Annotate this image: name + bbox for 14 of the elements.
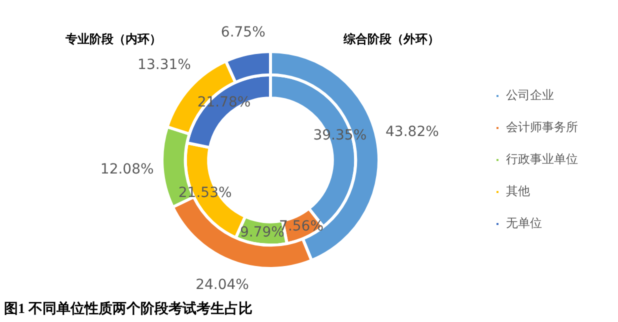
data-label: 6.75%	[220, 24, 266, 41]
data-label: 43.82%	[386, 124, 439, 140]
legend-label: 会计师事务所	[506, 120, 578, 134]
text: 综合阶段（外环）	[342, 32, 440, 46]
legend-label: 其他	[506, 184, 530, 198]
legend-label: 行政事业单位	[506, 152, 578, 166]
data-label: 13.31%	[138, 56, 191, 73]
data-label: 12.08%	[100, 162, 154, 178]
text: 专业阶段（内环）	[64, 32, 162, 46]
caption: 图1 不同单位性质两个阶段考试考生占比	[4, 302, 252, 317]
data-label: 21.53%	[178, 185, 232, 202]
legend-label: 公司企业	[506, 88, 554, 102]
data-label: 24.04%	[196, 277, 249, 294]
legend-label: 无单位	[506, 216, 542, 230]
